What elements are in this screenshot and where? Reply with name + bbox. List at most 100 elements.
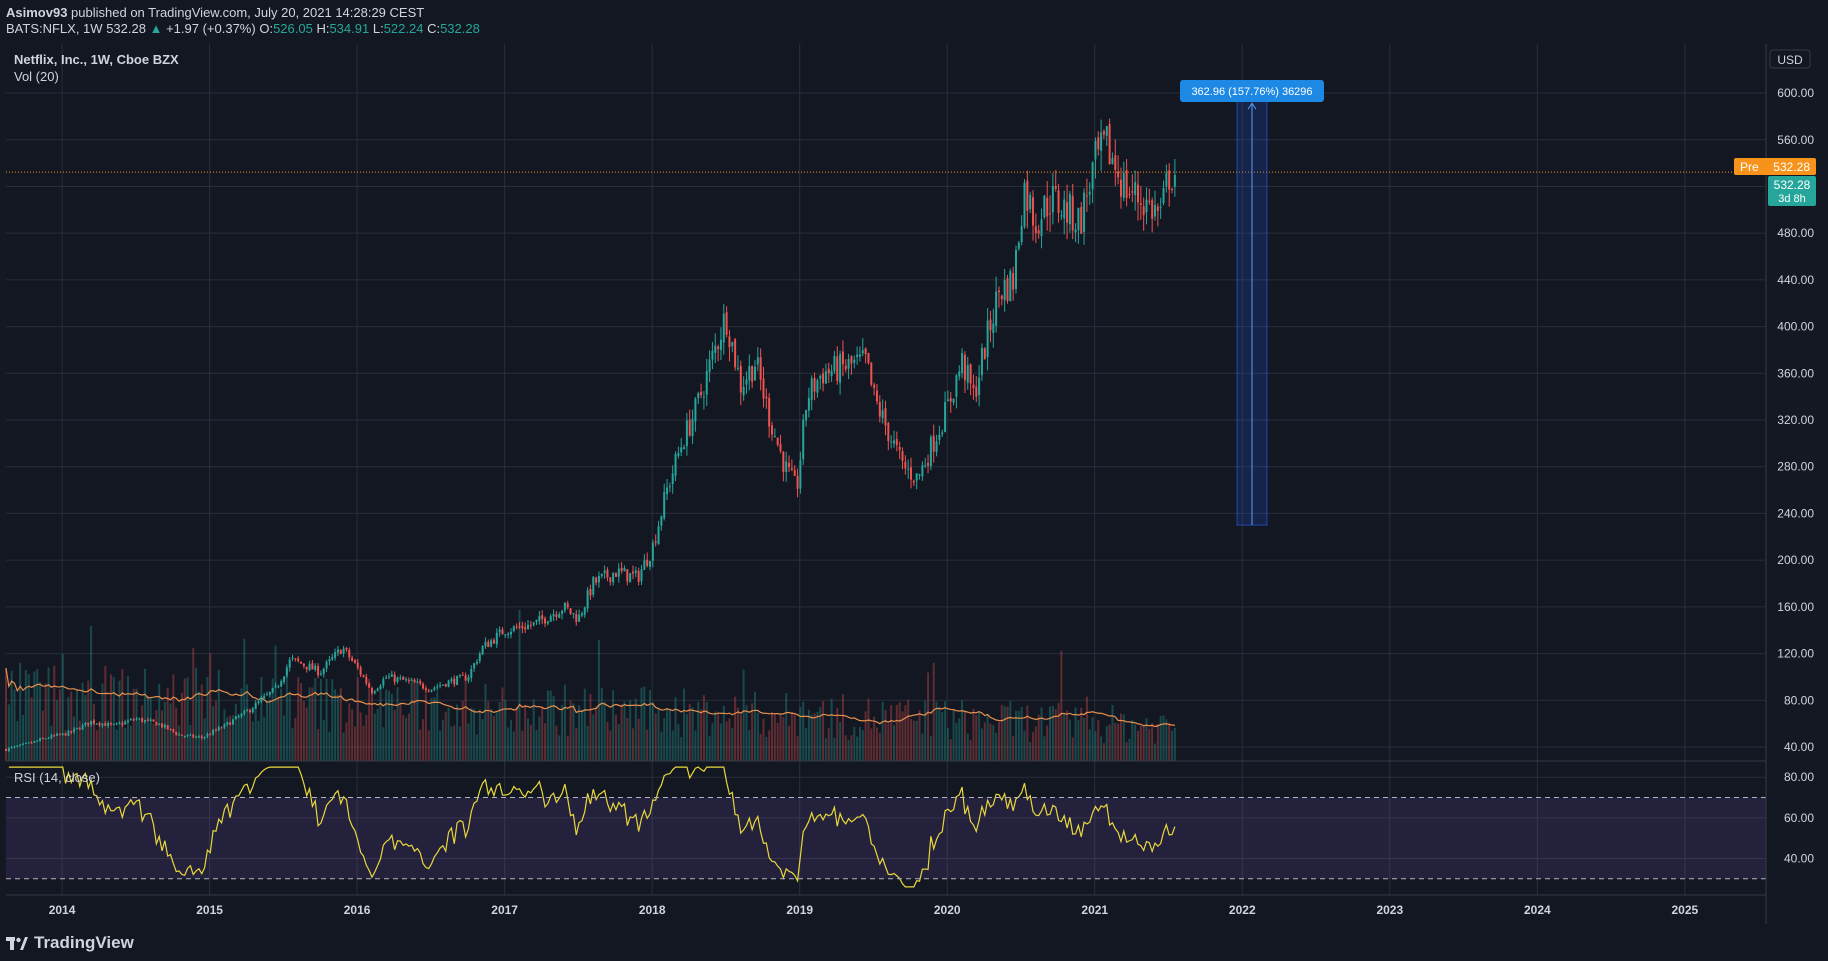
volume-bar xyxy=(532,699,535,761)
candle-body xyxy=(1009,271,1012,302)
candle-body xyxy=(356,662,359,668)
volume-bar xyxy=(478,709,481,761)
candle-body xyxy=(839,354,842,383)
volume-bar xyxy=(24,669,27,761)
volume-bar xyxy=(626,718,629,761)
volume-bar xyxy=(1134,724,1137,761)
volume-bar xyxy=(294,718,297,761)
candle-body xyxy=(334,652,337,658)
volume-bar xyxy=(649,690,652,761)
volume-bar xyxy=(121,669,124,761)
candle-body xyxy=(858,354,861,357)
candle-body xyxy=(620,567,623,571)
candle-body xyxy=(178,734,181,736)
volume-bar xyxy=(169,703,172,761)
candle-body xyxy=(606,569,609,578)
volume-bar xyxy=(932,662,935,761)
candle-body xyxy=(790,468,793,470)
rsi-axis[interactable]: 40.00 60.00 80.00 xyxy=(1784,770,1814,865)
volume-bar xyxy=(552,695,555,761)
candle-body xyxy=(674,454,677,476)
candle-body xyxy=(388,676,391,678)
time-axis[interactable]: 2014 2015 2016 2017 2018 2019 2020 2021 2022 2023… xyxy=(49,903,1699,917)
candle-body xyxy=(237,716,240,718)
volume-bar xyxy=(1142,725,1145,761)
rsi-line xyxy=(8,766,1176,888)
last-price-badge: 532.28 3d 8h xyxy=(1768,176,1816,206)
candle-body xyxy=(458,675,461,677)
volume-bar xyxy=(1151,723,1154,761)
candle-body xyxy=(1154,205,1157,217)
price-tick-label: 400.00 xyxy=(1777,320,1814,334)
candle-body xyxy=(473,663,476,669)
candle-body xyxy=(351,657,354,661)
currency-badge[interactable]: USD xyxy=(1769,49,1811,69)
candle-body xyxy=(81,724,84,730)
volume-bar xyxy=(311,687,314,761)
candle-body xyxy=(212,730,215,735)
volume-bar xyxy=(331,679,334,761)
volume-bar xyxy=(566,735,569,761)
candle-body xyxy=(226,722,229,725)
volume-bar xyxy=(839,721,842,761)
volume-bar xyxy=(961,700,964,761)
volume-bar xyxy=(515,706,518,761)
candle-body xyxy=(342,648,345,654)
countdown-label: 3d 8h xyxy=(1778,193,1806,205)
candle-body xyxy=(1134,182,1137,195)
measure-tool[interactable]: 362.96 (157.76%) 36296 xyxy=(1180,80,1324,526)
volume-bar xyxy=(1026,705,1029,761)
candle-body xyxy=(935,441,938,452)
volume-bar xyxy=(297,677,300,761)
price-candles[interactable] xyxy=(5,118,1176,752)
volume-bar xyxy=(1054,708,1057,761)
price-tick-label: 160.00 xyxy=(1777,600,1814,614)
volume-bar xyxy=(717,713,720,761)
volume-bar xyxy=(254,704,257,761)
volume-bar xyxy=(1046,725,1049,761)
author-name[interactable]: Asimov93 xyxy=(6,5,68,20)
price-tick-label: 120.00 xyxy=(1777,647,1814,661)
candle-body xyxy=(209,734,212,736)
time-tick-label: 2024 xyxy=(1524,903,1551,917)
candle-body xyxy=(1162,187,1165,204)
candle-body xyxy=(399,677,402,679)
volume-bar xyxy=(87,680,90,761)
candle-body xyxy=(824,371,827,384)
candle-body xyxy=(512,626,515,632)
candle-body xyxy=(1029,194,1032,210)
volume-bar xyxy=(592,714,595,761)
candle-body xyxy=(467,677,470,681)
tradingview-brand[interactable]: TradingView xyxy=(6,933,134,953)
price-tick-label: 240.00 xyxy=(1777,506,1814,520)
volume-bar xyxy=(419,729,422,761)
candle-body xyxy=(229,722,232,725)
volume-bar xyxy=(1085,696,1088,761)
candle-body xyxy=(19,744,22,746)
last-price: 532.28 xyxy=(106,21,146,36)
volume-bar xyxy=(935,701,938,761)
candle-body xyxy=(203,736,206,739)
volume-bar xyxy=(129,725,132,761)
candle-body xyxy=(683,447,686,450)
candle-body xyxy=(1071,195,1074,231)
volume-bar xyxy=(697,701,700,761)
candle-body xyxy=(297,658,300,662)
volume-bar xyxy=(1168,722,1171,761)
low-label: L: xyxy=(372,21,384,36)
candle-body xyxy=(805,410,808,421)
candle-body xyxy=(300,661,303,664)
candle-body xyxy=(722,313,725,343)
volume-bar xyxy=(396,687,399,761)
volume-bar xyxy=(135,688,138,761)
candle-body xyxy=(847,358,850,369)
candle-body xyxy=(1168,170,1171,190)
volume-bar xyxy=(362,725,365,761)
candle-body xyxy=(785,461,788,472)
volume-bar xyxy=(518,609,521,761)
volume-bar xyxy=(1071,737,1074,761)
candle-body xyxy=(504,634,507,636)
candle-body xyxy=(827,368,830,374)
candle-body xyxy=(439,685,442,687)
